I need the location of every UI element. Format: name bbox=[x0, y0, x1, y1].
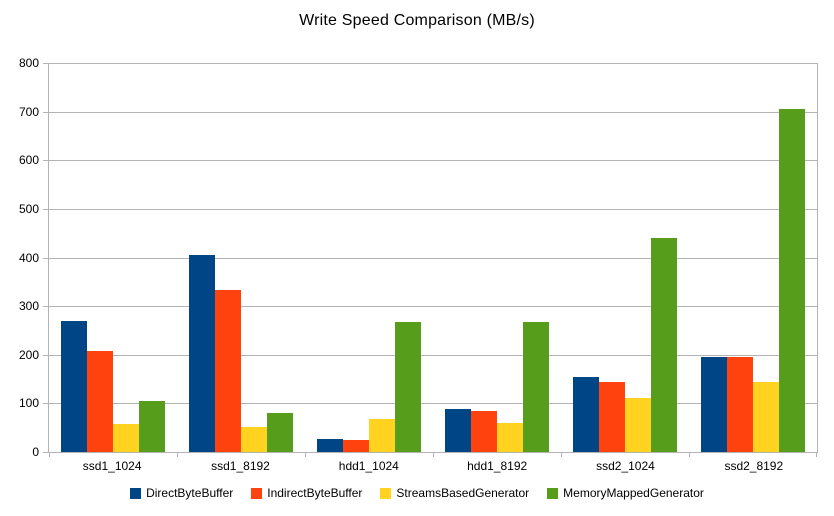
bar-IndirectByteBuffer-ssd1_1024 bbox=[87, 350, 113, 452]
y-axis-label-600: 600 bbox=[18, 153, 39, 168]
y-axis-label-300: 300 bbox=[18, 299, 39, 314]
y-axis-tick-200 bbox=[43, 354, 49, 356]
bar-group-ssd1_1024 bbox=[49, 63, 177, 452]
y-axis-label-100: 100 bbox=[18, 396, 39, 411]
legend-item-MemoryMappedGenerator: MemoryMappedGenerator bbox=[547, 486, 704, 500]
gridline-y-700 bbox=[49, 111, 817, 113]
bar-StreamsBasedGenerator-ssd2_8192 bbox=[753, 381, 779, 452]
x-axis-label-ssd2_1024: ssd2_1024 bbox=[596, 459, 655, 473]
gridline-y-800 bbox=[49, 63, 817, 64]
x-axis-tick-5 bbox=[689, 452, 690, 457]
plot-area: 0 100 200 300 400 500 600 700 800 bbox=[19, 57, 818, 458]
x-axis-labels: ssd1_1024 ssd1_8192 hdd1_1024 hdd1_8192 ssd2… bbox=[48, 459, 818, 473]
legend-label: MemoryMappedGenerator bbox=[563, 486, 704, 500]
gridline-y-400 bbox=[49, 257, 817, 259]
bar-MemoryMappedGenerator-ssd1_1024 bbox=[139, 400, 165, 452]
y-axis-tick-0 bbox=[43, 452, 49, 453]
legend-item-StreamsBasedGenerator: StreamsBasedGenerator bbox=[380, 486, 529, 500]
y-axis-tick-600 bbox=[43, 160, 49, 162]
bar-DirectByteBuffer-ssd2_8192 bbox=[701, 357, 727, 452]
x-axis-tick-2 bbox=[304, 452, 306, 457]
x-axis-label-ssd1_8192: ssd1_8192 bbox=[211, 459, 270, 473]
bar-IndirectByteBuffer-hdd1_8192 bbox=[471, 411, 497, 452]
bar-MemoryMappedGenerator-ssd1_8192 bbox=[267, 413, 293, 452]
x-axis-label-hdd1_1024: hdd1_1024 bbox=[338, 459, 399, 473]
bar-DirectByteBuffer-hdd1_8192 bbox=[445, 408, 471, 452]
legend-swatch-icon bbox=[130, 487, 142, 499]
legend-item-DirectByteBuffer: DirectByteBuffer bbox=[130, 486, 233, 500]
bar-MemoryMappedGenerator-ssd2_8192 bbox=[779, 109, 805, 452]
y-axis-label-0: 0 bbox=[32, 445, 39, 459]
y-axis-tick-500 bbox=[43, 208, 49, 210]
y-axis-tick-100 bbox=[43, 403, 49, 405]
gridline-y-300 bbox=[49, 306, 817, 308]
bar-StreamsBasedGenerator-ssd2_1024 bbox=[625, 397, 651, 452]
x-axis-tick-3 bbox=[433, 452, 434, 457]
chart-title: Write Speed Comparison (MB/s) bbox=[299, 12, 535, 29]
x-axis-tick-1 bbox=[176, 452, 178, 457]
bar-MemoryMappedGenerator-hdd1_1024 bbox=[395, 321, 421, 452]
bar-IndirectByteBuffer-ssd1_8192 bbox=[215, 289, 241, 452]
bar-group-hdd1_1024 bbox=[305, 63, 433, 452]
x-axis-label-ssd2_8192: ssd2_8192 bbox=[724, 459, 784, 473]
x-axis-tick-0 bbox=[49, 452, 50, 457]
y-axis-label-700: 700 bbox=[18, 104, 39, 119]
legend-swatch-icon bbox=[251, 487, 263, 499]
x-axis-label-ssd1_1024: ssd1_1024 bbox=[82, 459, 142, 473]
legend-label: StreamsBasedGenerator bbox=[396, 486, 530, 500]
gridline-y-600 bbox=[49, 160, 817, 162]
legend-item-IndirectByteBuffer: IndirectByteBuffer bbox=[251, 486, 362, 500]
bar-group-ssd2_8192 bbox=[689, 63, 817, 452]
bars-layer bbox=[49, 63, 817, 452]
bar-StreamsBasedGenerator-ssd1_1024 bbox=[113, 424, 139, 452]
y-axis-tick-700 bbox=[43, 111, 49, 113]
bar-StreamsBasedGenerator-ssd1_8192 bbox=[241, 426, 267, 452]
legend: DirectByteBuffer IndirectByteBuffer Stream… bbox=[0, 486, 834, 500]
y-axis-label-800: 800 bbox=[18, 56, 39, 70]
x-axis-tick-4 bbox=[560, 452, 562, 457]
bar-MemoryMappedGenerator-hdd1_8192 bbox=[523, 321, 549, 452]
bar-group-hdd1_8192 bbox=[433, 63, 561, 452]
legend-label: IndirectByteBuffer bbox=[267, 486, 363, 500]
y-axis-label-500: 500 bbox=[18, 201, 39, 216]
gridline-y-500 bbox=[49, 208, 817, 210]
bar-IndirectByteBuffer-hdd1_1024 bbox=[343, 439, 369, 452]
bar-IndirectByteBuffer-ssd2_1024 bbox=[599, 382, 625, 452]
bar-group-ssd2_1024 bbox=[561, 63, 689, 452]
y-axis-tick-400 bbox=[43, 257, 49, 259]
bar-MemoryMappedGenerator-ssd2_1024 bbox=[651, 238, 677, 452]
y-axis-label-200: 200 bbox=[18, 347, 39, 362]
bar-DirectByteBuffer-ssd2_1024 bbox=[573, 376, 599, 452]
bar-DirectByteBuffer-ssd1_1024 bbox=[61, 320, 87, 452]
bar-IndirectByteBuffer-ssd2_8192 bbox=[727, 356, 753, 452]
legend-swatch-icon bbox=[547, 487, 559, 499]
bar-StreamsBasedGenerator-hdd1_8192 bbox=[497, 423, 523, 452]
bar-StreamsBasedGenerator-hdd1_1024 bbox=[369, 418, 395, 452]
gridline-y-100 bbox=[49, 403, 817, 405]
bar-group-ssd1_8192 bbox=[177, 63, 305, 452]
y-axis-label-400: 400 bbox=[18, 250, 39, 265]
x-axis-label-hdd1_8192: hdd1_8192 bbox=[467, 459, 528, 473]
y-axis-tick-300 bbox=[43, 306, 49, 308]
legend-swatch-icon bbox=[380, 487, 392, 499]
bar-DirectByteBuffer-ssd1_8192 bbox=[189, 255, 215, 452]
gridline-y-200 bbox=[49, 354, 817, 356]
bar-DirectByteBuffer-hdd1_1024 bbox=[317, 438, 343, 452]
y-axis-tick-800 bbox=[43, 63, 49, 64]
legend-label: DirectByteBuffer bbox=[146, 486, 234, 500]
x-axis-tick-6 bbox=[816, 452, 817, 457]
